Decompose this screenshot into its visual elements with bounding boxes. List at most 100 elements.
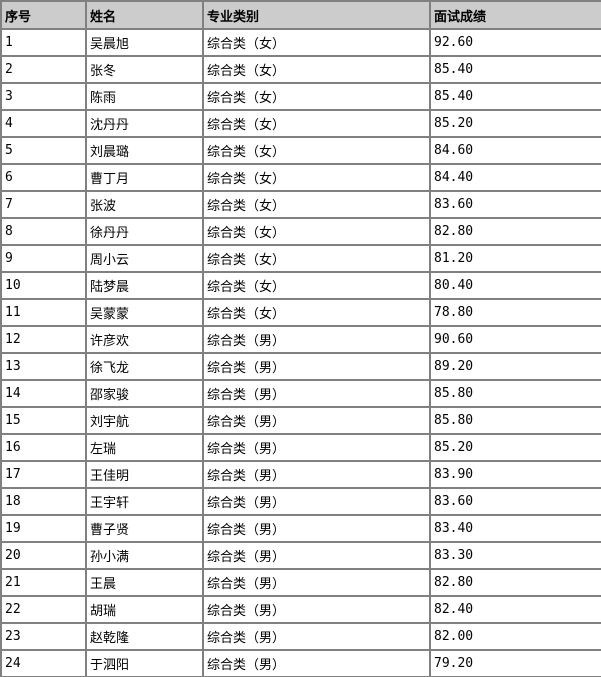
cell-score: 82.80 — [429, 217, 601, 246]
cell-no: 16 — [0, 433, 87, 462]
cell-no: 23 — [0, 622, 87, 651]
cell-score: 85.20 — [429, 109, 601, 138]
table-row: 22 胡瑞 综合类（男） 82.40 — [0, 595, 601, 624]
header-cell-name: 姓名 — [85, 0, 204, 30]
cell-category: 综合类（男） — [202, 352, 431, 381]
cell-no: 12 — [0, 325, 87, 354]
cell-category: 综合类（女） — [202, 136, 431, 165]
cell-category: 综合类（男） — [202, 379, 431, 408]
cell-category: 综合类（女） — [202, 190, 431, 219]
cell-score: 92.60 — [429, 28, 601, 57]
cell-category: 综合类（女） — [202, 298, 431, 327]
cell-no: 9 — [0, 244, 87, 273]
cell-no: 13 — [0, 352, 87, 381]
table-row: 18 王宇轩 综合类（男） 83.60 — [0, 487, 601, 516]
table-row: 12 许彦欢 综合类（男） 90.60 — [0, 325, 601, 354]
cell-score: 85.80 — [429, 379, 601, 408]
table-row: 19 曹子贤 综合类（男） 83.40 — [0, 514, 601, 543]
cell-no: 8 — [0, 217, 87, 246]
header-row: 序号 姓名 专业类别 面试成绩 — [0, 0, 601, 30]
table-row: 13 徐飞龙 综合类（男） 89.20 — [0, 352, 601, 381]
cell-no: 24 — [0, 649, 87, 677]
cell-name: 左瑞 — [85, 433, 204, 462]
cell-category: 综合类（男） — [202, 433, 431, 462]
table-row: 14 邵家骏 综合类（男） 85.80 — [0, 379, 601, 408]
cell-score: 79.20 — [429, 649, 601, 677]
table-body: 1 吴晨旭 综合类（女） 92.60 2 张冬 综合类（女） 85.40 3 陈… — [0, 28, 601, 677]
cell-score: 82.80 — [429, 568, 601, 597]
cell-score: 80.40 — [429, 271, 601, 300]
cell-category: 综合类（女） — [202, 55, 431, 84]
cell-name: 张波 — [85, 190, 204, 219]
cell-score: 85.20 — [429, 433, 601, 462]
cell-name: 吴晨旭 — [85, 28, 204, 57]
cell-no: 11 — [0, 298, 87, 327]
table-row: 3 陈雨 综合类（女） 85.40 — [0, 82, 601, 111]
table-row: 9 周小云 综合类（女） 81.20 — [0, 244, 601, 273]
cell-no: 1 — [0, 28, 87, 57]
cell-no: 14 — [0, 379, 87, 408]
cell-no: 2 — [0, 55, 87, 84]
cell-no: 21 — [0, 568, 87, 597]
table-row: 4 沈丹丹 综合类（女） 85.20 — [0, 109, 601, 138]
cell-name: 陈雨 — [85, 82, 204, 111]
cell-category: 综合类（男） — [202, 487, 431, 516]
header-cell-score: 面试成绩 — [429, 0, 601, 30]
cell-no: 15 — [0, 406, 87, 435]
cell-category: 综合类（男） — [202, 595, 431, 624]
cell-name: 于泗阳 — [85, 649, 204, 677]
cell-category: 综合类（男） — [202, 460, 431, 489]
cell-name: 沈丹丹 — [85, 109, 204, 138]
cell-category: 综合类（女） — [202, 217, 431, 246]
table-row: 20 孙小满 综合类（男） 83.30 — [0, 541, 601, 570]
table-row: 17 王佳明 综合类（男） 83.90 — [0, 460, 601, 489]
cell-score: 78.80 — [429, 298, 601, 327]
table-row: 8 徐丹丹 综合类（女） 82.80 — [0, 217, 601, 246]
cell-no: 17 — [0, 460, 87, 489]
cell-name: 王宇轩 — [85, 487, 204, 516]
cell-score: 84.60 — [429, 136, 601, 165]
cell-no: 18 — [0, 487, 87, 516]
cell-score: 83.40 — [429, 514, 601, 543]
cell-name: 曹子贤 — [85, 514, 204, 543]
cell-score: 83.90 — [429, 460, 601, 489]
table-row: 10 陆梦晨 综合类（女） 80.40 — [0, 271, 601, 300]
cell-name: 刘晨璐 — [85, 136, 204, 165]
table-row: 7 张波 综合类（女） 83.60 — [0, 190, 601, 219]
cell-name: 赵乾隆 — [85, 622, 204, 651]
cell-score: 81.20 — [429, 244, 601, 273]
cell-score: 83.60 — [429, 190, 601, 219]
cell-name: 徐丹丹 — [85, 217, 204, 246]
cell-category: 综合类（女） — [202, 163, 431, 192]
cell-name: 王佳明 — [85, 460, 204, 489]
cell-category: 综合类（男） — [202, 325, 431, 354]
cell-name: 胡瑞 — [85, 595, 204, 624]
cell-no: 20 — [0, 541, 87, 570]
cell-name: 徐飞龙 — [85, 352, 204, 381]
table-row: 1 吴晨旭 综合类（女） 92.60 — [0, 28, 601, 57]
cell-category: 综合类（男） — [202, 649, 431, 677]
table-row: 23 赵乾隆 综合类（男） 82.00 — [0, 622, 601, 651]
cell-score: 90.60 — [429, 325, 601, 354]
cell-no: 7 — [0, 190, 87, 219]
cell-no: 10 — [0, 271, 87, 300]
cell-category: 综合类（女） — [202, 244, 431, 273]
cell-no: 4 — [0, 109, 87, 138]
cell-name: 刘宇航 — [85, 406, 204, 435]
cell-no: 6 — [0, 163, 87, 192]
cell-name: 张冬 — [85, 55, 204, 84]
table-row: 24 于泗阳 综合类（男） 79.20 — [0, 649, 601, 677]
cell-score: 85.40 — [429, 82, 601, 111]
table-row: 5 刘晨璐 综合类（女） 84.60 — [0, 136, 601, 165]
cell-score: 84.40 — [429, 163, 601, 192]
cell-category: 综合类（女） — [202, 82, 431, 111]
table-row: 2 张冬 综合类（女） 85.40 — [0, 55, 601, 84]
cell-name: 曹丁月 — [85, 163, 204, 192]
cell-name: 吴蒙蒙 — [85, 298, 204, 327]
cell-no: 22 — [0, 595, 87, 624]
table-row: 21 王晨 综合类（男） 82.80 — [0, 568, 601, 597]
cell-category: 综合类（男） — [202, 568, 431, 597]
cell-no: 3 — [0, 82, 87, 111]
